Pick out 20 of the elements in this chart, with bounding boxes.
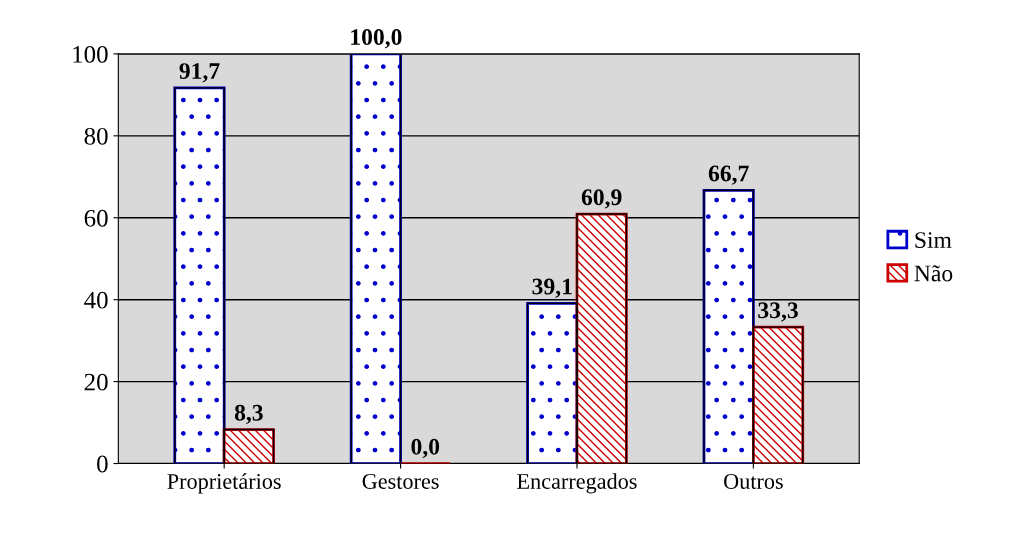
x-tick-label: Encarregados (517, 473, 637, 494)
data-label: 66,7 (708, 165, 749, 185)
y-tick-label: 60 (84, 209, 108, 227)
data-label: 39,1 (532, 278, 572, 298)
y-tick-label: 80 (84, 127, 108, 145)
data-label: 0,0 (411, 438, 440, 459)
y-tick-label: 40 (84, 291, 108, 309)
y-tick-label: 100 (73, 45, 108, 63)
data-label: 91,7 (179, 63, 220, 83)
y-tick-label: 0 (97, 455, 108, 473)
x-tick-label: Proprietários (167, 473, 281, 494)
x-tick-label: Outros (724, 473, 783, 489)
data-label: 33,3 (758, 302, 798, 322)
legend-label: Sim (915, 232, 952, 249)
legend-label: Não (914, 265, 953, 282)
data-label: 60,9 (581, 189, 622, 209)
x-tick-label: Gestores (362, 473, 439, 489)
y-tick-label: 20 (84, 373, 108, 391)
data-label: 100,0 (351, 29, 402, 49)
data-label: 8,3 (234, 404, 263, 425)
